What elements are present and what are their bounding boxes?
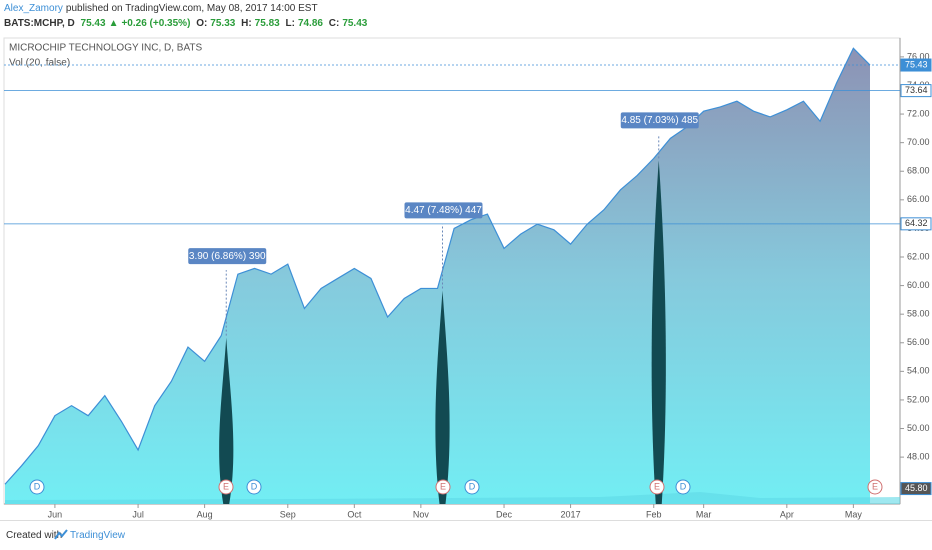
rocket xyxy=(219,337,234,504)
event-label: E xyxy=(872,481,878,491)
logo xyxy=(54,529,68,540)
x-tick-label: Feb xyxy=(646,509,662,519)
brand[interactable]: TradingView xyxy=(70,530,126,541)
x-tick-label: Oct xyxy=(347,509,362,519)
x-tick-label: Aug xyxy=(197,509,213,519)
symbol: BATS:MCHP, D xyxy=(4,18,75,29)
price-label: 75.43 xyxy=(905,59,928,69)
y-tick-label: 54.00 xyxy=(907,366,930,376)
price-line xyxy=(4,47,871,485)
annotation-box xyxy=(620,112,699,129)
price-label-box xyxy=(900,58,932,72)
chart: MICROCHIP TECHNOLOGY INC, D, BATS Vol (2… xyxy=(3,37,932,519)
event-label: D xyxy=(469,481,476,491)
x-tick-label: Sep xyxy=(280,509,296,519)
event-label: D xyxy=(251,481,258,491)
annotation-label: 4.85 (7.03%) 485 xyxy=(621,115,698,126)
author[interactable]: Alex_Zamory xyxy=(4,3,63,14)
y-tick-label: 66.00 xyxy=(907,194,930,204)
y-tick-label: 62.00 xyxy=(907,251,930,261)
annotation-box xyxy=(188,248,267,265)
x-tick-label: Nov xyxy=(413,509,430,519)
annotation-label: 4.47 (7.48%) 447 xyxy=(405,205,482,216)
y-tick-label: 56.00 xyxy=(907,337,930,347)
published: published on TradingView.com, May 08, 20… xyxy=(65,3,318,14)
ohlc-key: C: xyxy=(328,18,340,29)
price-label-box xyxy=(900,217,932,231)
event-label: E xyxy=(654,481,660,491)
annotation: 4.85 (7.03%) 485 xyxy=(620,112,699,129)
event-marker xyxy=(246,479,262,495)
ohlc-value: 75.43 xyxy=(342,18,368,29)
price-label-box xyxy=(900,482,932,496)
annotation: 4.47 (7.48%) 447 xyxy=(404,202,483,219)
chart-title: MICROCHIP TECHNOLOGY INC, D, BATS xyxy=(9,43,203,54)
header-line: Alex_Zamory published on TradingView.com,… xyxy=(4,3,321,14)
event-label: E xyxy=(440,481,446,491)
ohlc-value: 75.83 xyxy=(254,18,280,29)
ohlc-key: H: xyxy=(241,18,252,29)
x-tick-label: 2017 xyxy=(561,509,581,519)
y-tick-label: 72.00 xyxy=(907,108,930,118)
footer: Created with TradingView xyxy=(0,520,932,541)
price-label: 73.64 xyxy=(905,85,928,95)
annotation-label: 3.90 (6.86%) 390 xyxy=(189,251,266,262)
y-tick-label: 50.00 xyxy=(907,423,930,433)
x-tick-label: Dec xyxy=(496,509,513,519)
x-tick-label: Jun xyxy=(48,509,63,519)
y-tick-label: 68.00 xyxy=(907,166,930,176)
ohlc-value: 74.86 xyxy=(297,18,323,29)
change: +0.26 (+0.35%) xyxy=(121,18,191,29)
rocket xyxy=(435,290,450,504)
annotation-box xyxy=(404,202,483,219)
event-marker xyxy=(435,479,451,495)
chart-subtitle: Vol (20, false) xyxy=(9,58,70,69)
annotation: 3.90 (6.86%) 390 xyxy=(188,248,267,265)
created-with: Created with xyxy=(6,530,63,541)
x-tick-label: Mar xyxy=(696,509,712,519)
y-tick-label: 48.00 xyxy=(907,451,930,461)
ohlc-key: O: xyxy=(196,18,208,29)
event-marker xyxy=(29,479,45,495)
y-tick-label: 58.00 xyxy=(907,309,930,319)
event-marker xyxy=(867,479,883,495)
price-label-box xyxy=(900,84,932,98)
y-tick-label: 76.00 xyxy=(907,51,930,61)
event-marker xyxy=(649,479,665,495)
y-tick-label: 60.00 xyxy=(907,280,930,290)
ohlc-value: 75.33 xyxy=(210,18,236,29)
price-label: 64.32 xyxy=(905,218,928,228)
event-label: D xyxy=(34,481,41,491)
arrow: ▲ xyxy=(108,18,119,29)
event-marker xyxy=(464,479,480,495)
x-tick-label: May xyxy=(845,509,863,519)
event-marker xyxy=(218,479,234,495)
event-label: E xyxy=(223,481,229,491)
x-tick-label: Jul xyxy=(132,509,144,519)
event-marker xyxy=(675,479,691,495)
event-label: D xyxy=(680,481,687,491)
x-tick-label: Apr xyxy=(780,509,794,519)
rocket xyxy=(651,160,666,504)
y-tick-label: 52.00 xyxy=(907,394,930,404)
last: 75.43 xyxy=(80,18,106,29)
y-tick-label: 70.00 xyxy=(907,137,930,147)
quote-line: BATS:MCHP, D 75.43 ▲ +0.26 (+0.35%) O: 75.3… xyxy=(4,18,370,29)
price-label: 45.80 xyxy=(905,483,928,493)
ohlc-key: L: xyxy=(285,18,295,29)
